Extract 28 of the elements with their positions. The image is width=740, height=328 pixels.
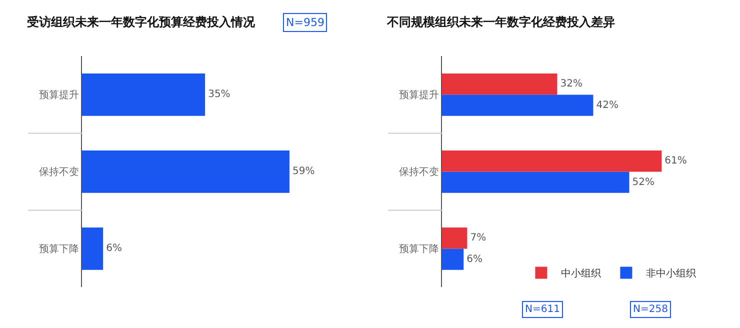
text: N=959: [286, 16, 324, 29]
chart-title: 受访组织未来一年数字化预算经费投入情况: [26, 15, 256, 29]
y-tick-label: 保持不变: [39, 166, 79, 178]
bar: [442, 248, 464, 270]
data-label: 35%: [208, 89, 230, 100]
y-tick-label: 保持不变: [399, 166, 439, 178]
legend-label: 非中小组织: [646, 268, 696, 280]
text: N=611: [525, 304, 560, 315]
chart-title: 不同规模组织未来一年数字化经费投入差异: [386, 15, 615, 29]
data-label: 59%: [292, 166, 315, 178]
bar: [442, 150, 662, 172]
y-tick-label: 预算提升: [399, 89, 439, 102]
data-label: 52%: [632, 176, 654, 188]
data-label: 7%: [470, 232, 486, 244]
y-tick-label: 预算下降: [399, 243, 439, 256]
bar: [442, 172, 630, 193]
y-tick-label: 预算提升: [39, 89, 79, 102]
bar: [442, 94, 594, 116]
text: N=258: [633, 304, 668, 315]
bar: [442, 74, 558, 95]
data-label: 61%: [664, 156, 687, 167]
data-label: 6%: [466, 254, 482, 265]
legend-label: 中小组织: [561, 268, 602, 280]
y-tick-label: 预算下降: [39, 243, 79, 256]
data-label: 42%: [596, 100, 618, 111]
data-label: 6%: [106, 243, 122, 254]
bar: [442, 228, 468, 249]
data-label: 32%: [560, 78, 582, 90]
